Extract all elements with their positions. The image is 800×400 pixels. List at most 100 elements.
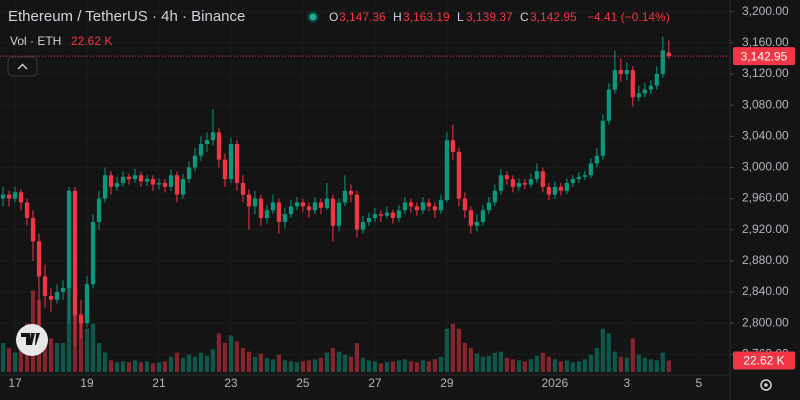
volume-bar — [642, 357, 647, 372]
candle-body — [96, 198, 102, 222]
symbol-title: Ethereum / TetherUS · 4h · Binance — [8, 8, 245, 25]
x-tick-label: 21 — [152, 376, 166, 390]
volume-bar — [588, 354, 593, 372]
candle-body — [150, 179, 156, 185]
volume-bar — [18, 338, 24, 372]
volume-bar — [402, 359, 407, 372]
candle-body — [396, 210, 401, 219]
candle-body — [174, 175, 180, 195]
candle-body — [384, 212, 389, 216]
candle-body — [312, 202, 318, 211]
y-tick-label: 2,880.00 — [742, 253, 789, 267]
candle-body — [276, 202, 282, 222]
y-tick-label: 3,200.00 — [742, 4, 789, 18]
volume-bar — [630, 338, 635, 372]
volume-bar — [342, 354, 348, 372]
volume-bar — [438, 356, 443, 372]
close-value: 3,142.95 — [530, 10, 577, 24]
volume-bar — [108, 360, 114, 372]
candle-body — [354, 194, 360, 230]
y-tick-label: 3,080.00 — [742, 97, 789, 111]
volume-bar — [600, 328, 605, 372]
collapse-button[interactable] — [7, 56, 38, 77]
candle-body — [138, 175, 144, 182]
volume-bar — [354, 343, 360, 372]
candle-body — [426, 202, 431, 207]
volume-bar — [120, 361, 126, 372]
open-value: 3,147.36 — [339, 10, 386, 24]
candle-body — [210, 132, 216, 141]
volume-bar — [264, 357, 270, 372]
volume-bar — [132, 360, 138, 372]
last-price-box — [733, 47, 795, 66]
volume-bar — [294, 362, 300, 372]
volume-bar — [138, 362, 144, 372]
volume-label: Vol · ETH — [10, 34, 61, 48]
candle-body — [408, 202, 413, 207]
candle-body — [540, 171, 545, 187]
y-tick-label: 2,800.00 — [742, 315, 789, 329]
candle-body — [6, 194, 12, 199]
volume-bar — [636, 354, 641, 372]
volume-bar — [0, 343, 6, 372]
high-label: H — [393, 10, 402, 24]
volume-bar — [276, 354, 282, 372]
settings-button[interactable] — [760, 379, 772, 391]
volume-bar — [426, 361, 431, 372]
low-value: 3,139.37 — [466, 10, 513, 24]
volume-bar — [498, 351, 503, 372]
candle-body — [474, 221, 479, 226]
candle-body — [666, 52, 671, 57]
candle-body — [642, 89, 647, 94]
volume-bar — [330, 348, 336, 372]
candle-body — [450, 140, 455, 152]
close-label: C — [520, 10, 529, 24]
volume-bar — [390, 361, 395, 372]
candle-body — [576, 176, 581, 180]
candle-body — [618, 70, 623, 74]
candle-body — [528, 179, 533, 185]
x-tick-label: 5 — [695, 376, 702, 390]
candle-body — [372, 214, 377, 219]
volume-bar — [372, 361, 377, 372]
volume-bar — [204, 355, 210, 372]
volume-bar — [450, 323, 455, 372]
volume-bar — [552, 359, 557, 372]
volume-bar — [252, 356, 258, 372]
candle-body — [234, 144, 240, 183]
candle-body — [168, 175, 174, 187]
candle-body — [648, 85, 653, 90]
candle-body — [132, 175, 138, 180]
volume-bar — [456, 328, 461, 372]
plot — [0, 36, 730, 372]
volume-bar — [150, 363, 156, 372]
y-tick-label: 3,120.00 — [742, 66, 789, 80]
candle-body — [432, 206, 437, 211]
candle-body — [156, 182, 162, 185]
volume-bar — [174, 352, 180, 372]
volume-bar — [540, 352, 545, 372]
volume-bar — [660, 352, 665, 372]
volume-bar — [318, 357, 324, 372]
candle-body — [222, 159, 228, 180]
candle-body — [228, 144, 234, 180]
open-label: O — [329, 10, 338, 24]
volume-bar — [258, 353, 264, 372]
volume-bar — [54, 343, 60, 372]
volume-bar — [534, 355, 539, 372]
last-price-label: 3,142.95 — [741, 49, 788, 63]
volume-bar — [96, 343, 102, 372]
candle-body — [180, 179, 186, 195]
candle-body — [366, 218, 371, 222]
candle-body — [552, 186, 557, 195]
volume-bar — [546, 356, 551, 372]
candle-body — [348, 190, 354, 195]
volume-bar — [504, 357, 509, 372]
candle-body — [108, 175, 114, 187]
volume-bar — [432, 359, 437, 372]
volume-bar — [576, 361, 581, 372]
candle-body — [84, 284, 90, 324]
volume-bar — [300, 361, 306, 372]
candle-body — [270, 202, 276, 211]
volume-bar — [12, 352, 18, 372]
